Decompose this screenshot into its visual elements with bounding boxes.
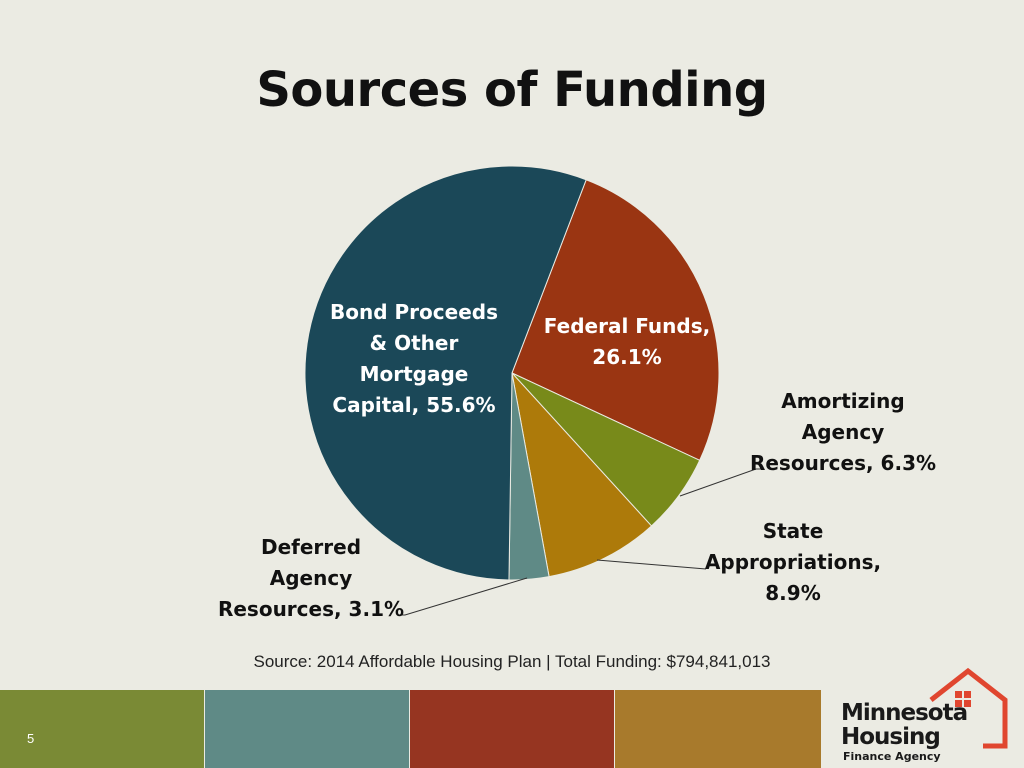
- leader-line: [679, 468, 762, 497]
- pie-slice: [511, 371, 653, 578]
- leader-line: [596, 559, 707, 570]
- logo-text-minnesota: Minnesota: [841, 700, 968, 726]
- slice-label-line: Bond Proceeds: [330, 300, 498, 324]
- slice-label: State Appropriations, 8.9%: [705, 519, 881, 605]
- slice-label: Federal Funds, 26.1%: [544, 314, 710, 369]
- slice-label: Amortizing Agency Resources, 6.3%: [750, 389, 936, 475]
- slice-label-line: Amortizing: [781, 389, 904, 413]
- slice-label-line: Mortgage: [360, 362, 469, 386]
- slice-label-line: & Other: [370, 331, 459, 355]
- pie-slice: [511, 179, 720, 462]
- slice-label-line: Deferred: [261, 535, 361, 559]
- slice-label: Bond Proceeds & Other Mortgage Capital, 55.…: [330, 300, 498, 417]
- page-title: Sources of Funding: [256, 62, 768, 118]
- pie-chart: Federal Funds, 26.1% Amortizing Agency Resou…: [218, 165, 936, 621]
- source-note: Source: 2014 Affordable Housing Plan | T…: [253, 652, 771, 671]
- slice-label: Deferred Agency Resources, 3.1%: [218, 535, 404, 621]
- footer-band: [0, 690, 204, 768]
- pie-slice: [304, 165, 587, 581]
- slice-label-line: 26.1%: [592, 345, 661, 369]
- minnesota-housing-logo: Minnesota Housing Finance Agency: [833, 666, 1013, 766]
- slice-label-line: Resources, 3.1%: [218, 597, 404, 621]
- slice-label-line: Capital, 55.6%: [332, 393, 495, 417]
- slice-label-line: Appropriations,: [705, 550, 881, 574]
- logo-text-agency: Finance Agency: [843, 750, 941, 763]
- slice-label-line: State: [763, 519, 824, 543]
- slice-label-line: Agency: [270, 566, 353, 590]
- footer-band: [205, 690, 409, 768]
- footer-band: [615, 690, 821, 768]
- slice-label-line: Agency: [802, 420, 885, 444]
- logo-text-housing: Housing: [841, 724, 941, 750]
- footer-band: [410, 690, 614, 768]
- slice-label-line: Federal Funds,: [544, 314, 710, 338]
- house-icon: [929, 667, 1008, 749]
- leader-line: [399, 577, 528, 616]
- slice-label-line: Resources, 6.3%: [750, 451, 936, 475]
- slice-label-line: 8.9%: [765, 581, 820, 605]
- slide-number: 5: [27, 731, 35, 746]
